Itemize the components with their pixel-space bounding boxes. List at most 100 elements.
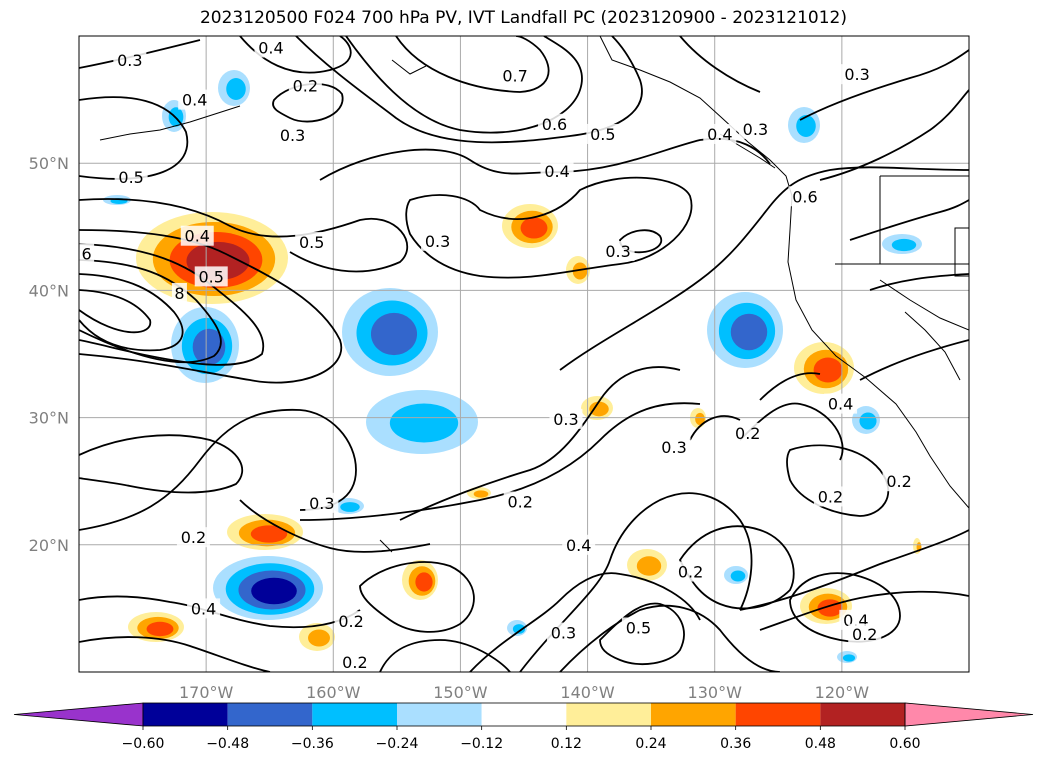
contour-label-bg bbox=[254, 37, 288, 58]
pv-anomaly-11-level-1 bbox=[730, 570, 746, 582]
contour-label-5: 0.5 bbox=[118, 168, 143, 187]
contour-label-bg bbox=[295, 232, 329, 253]
contour-label-26: 0.3 bbox=[553, 410, 578, 429]
pv-anomaly-23-level-1 bbox=[589, 401, 609, 417]
coastline bbox=[879, 279, 969, 331]
colorbar-segment bbox=[820, 703, 905, 726]
pv-anomaly-10-level-1 bbox=[340, 502, 360, 512]
contour-label-25: 0.2 bbox=[342, 653, 367, 672]
lat-tick-label: 30°N bbox=[29, 409, 69, 428]
colorbar-tick-label: 0.48 bbox=[805, 736, 836, 752]
colorbar-tick-label: 0.12 bbox=[551, 736, 582, 752]
contour-label-bg bbox=[586, 123, 620, 144]
contour-label-19: 0.4 bbox=[707, 125, 732, 144]
ivt-contour-35 bbox=[789, 572, 901, 643]
contour-label-bg bbox=[187, 598, 221, 619]
lon-tick-label: 170°W bbox=[179, 683, 234, 702]
contour-label-31: 0.2 bbox=[678, 563, 703, 582]
contour-label-14: 0.4 bbox=[544, 162, 569, 181]
contour-label-16: 0.3 bbox=[605, 242, 630, 261]
pv-anomaly-1-level-2 bbox=[192, 328, 226, 366]
contour-label-bg bbox=[178, 89, 212, 110]
contour-labels: 0.3 0.4 0.4 0.2 0.3 0.5 0.5 0.4 0.5 6 8 0.7 0.6 0.5 0.… bbox=[79, 37, 916, 672]
contour-label-bg bbox=[176, 527, 210, 548]
contour-label-bg bbox=[79, 243, 95, 264]
colorbar-segment bbox=[481, 703, 567, 726]
contour-label-bg bbox=[276, 125, 310, 146]
contour-label-9: 6 bbox=[82, 245, 92, 264]
pv-anomaly-25-level-1 bbox=[308, 629, 330, 647]
contour-label-23: 0.4 bbox=[191, 599, 216, 618]
contour-label-bg bbox=[824, 393, 858, 414]
contour-label-bg bbox=[305, 492, 339, 513]
axis-tick-labels: 170°W 160°W 150°W 140°W 130°W 120°W 20°N 30°N 40… bbox=[29, 154, 870, 702]
pv-anomaly-4-level-3 bbox=[251, 577, 297, 605]
ivt-contour-40 bbox=[679, 36, 761, 93]
contour-label-33: 0.3 bbox=[551, 624, 576, 643]
pv-anomaly-26-level-1 bbox=[473, 490, 489, 498]
colorbar-tick-label: 0.60 bbox=[889, 736, 920, 752]
ivt-contour-21 bbox=[359, 561, 475, 633]
pv-anomaly-7-level-1 bbox=[796, 115, 816, 137]
ivt-contour-38 bbox=[819, 89, 969, 181]
ivt-contour-30 bbox=[739, 402, 844, 461]
contour-label-21: 0.3 bbox=[309, 494, 334, 513]
lon-tick-label: 140°W bbox=[560, 683, 615, 702]
contour-label-bg bbox=[421, 230, 455, 251]
contour-label-bg bbox=[113, 50, 147, 71]
contour-label-bg bbox=[540, 160, 574, 181]
contour-label-34: 0.4 bbox=[828, 395, 853, 414]
contour-label-13: 0.5 bbox=[590, 125, 615, 144]
contour-label-1: 0.4 bbox=[258, 38, 283, 57]
lat-tick-label: 50°N bbox=[29, 154, 69, 173]
pv-anomaly-13-level-1 bbox=[842, 654, 856, 662]
colorbar-segment bbox=[566, 703, 651, 726]
ivt-contour-17 bbox=[79, 408, 357, 531]
contour-label-27: 0.2 bbox=[507, 493, 532, 512]
lat-tick-label: 40°N bbox=[29, 281, 69, 300]
contour-label-bg bbox=[601, 240, 635, 261]
lon-tick-label: 130°W bbox=[688, 683, 743, 702]
colorbar-tick-label: −0.60 bbox=[122, 736, 165, 752]
colorbar-outline bbox=[142, 702, 906, 727]
ivt-contour-9 bbox=[79, 289, 152, 334]
ivt-contour-24 bbox=[299, 402, 701, 521]
pv-anomaly-9-level-1 bbox=[859, 412, 877, 430]
pv-anomaly-18-level-2 bbox=[250, 525, 288, 543]
pv-anomaly-20-level-2 bbox=[415, 572, 433, 592]
lat-tick-label: 20°N bbox=[29, 536, 69, 555]
contour-label-24: 0.2 bbox=[338, 612, 363, 631]
plot-frame bbox=[78, 35, 970, 673]
contour-label-bg bbox=[562, 534, 596, 555]
ivt-contour-43 bbox=[859, 339, 969, 381]
contour-label-10: 8 bbox=[174, 284, 184, 303]
pv-anomaly-16-level-2 bbox=[520, 217, 548, 239]
lon-tick-label: 160°W bbox=[306, 683, 361, 702]
pv-anomaly-19-level-2 bbox=[146, 621, 174, 637]
colorbar-segment bbox=[143, 703, 228, 726]
contour-label-0: 0.3 bbox=[117, 51, 142, 70]
colorbar-tick-label: −0.36 bbox=[291, 736, 334, 752]
colorbar-tick-label: 0.36 bbox=[720, 736, 751, 752]
ivt-contour-28 bbox=[599, 602, 685, 665]
pv-anomaly-17-level-2 bbox=[813, 357, 843, 383]
ivt-contour-23 bbox=[399, 366, 681, 521]
contour-label-bg bbox=[338, 651, 372, 672]
contour-label-bg bbox=[546, 622, 580, 643]
pv-anomaly-2-level-1 bbox=[389, 403, 459, 443]
contour-label-bg bbox=[194, 266, 228, 287]
contour-label-8: 0.5 bbox=[199, 267, 224, 286]
ivt-contour-11 bbox=[345, 36, 583, 134]
colorbar-segment bbox=[227, 703, 313, 726]
ivt-contour-41 bbox=[849, 199, 969, 241]
colorbar-segment bbox=[397, 703, 482, 726]
ivt-contour-25 bbox=[469, 572, 701, 672]
ivt-contour-31 bbox=[689, 415, 741, 441]
colorbar-segment bbox=[312, 703, 397, 726]
colorbar-segment bbox=[651, 703, 736, 726]
contour-label-bg bbox=[180, 225, 214, 246]
contour-label-35: 0.2 bbox=[818, 487, 843, 506]
contour-label-32: 0.5 bbox=[626, 618, 651, 637]
contour-label-bg bbox=[549, 408, 583, 429]
contour-label-bg bbox=[334, 611, 368, 632]
